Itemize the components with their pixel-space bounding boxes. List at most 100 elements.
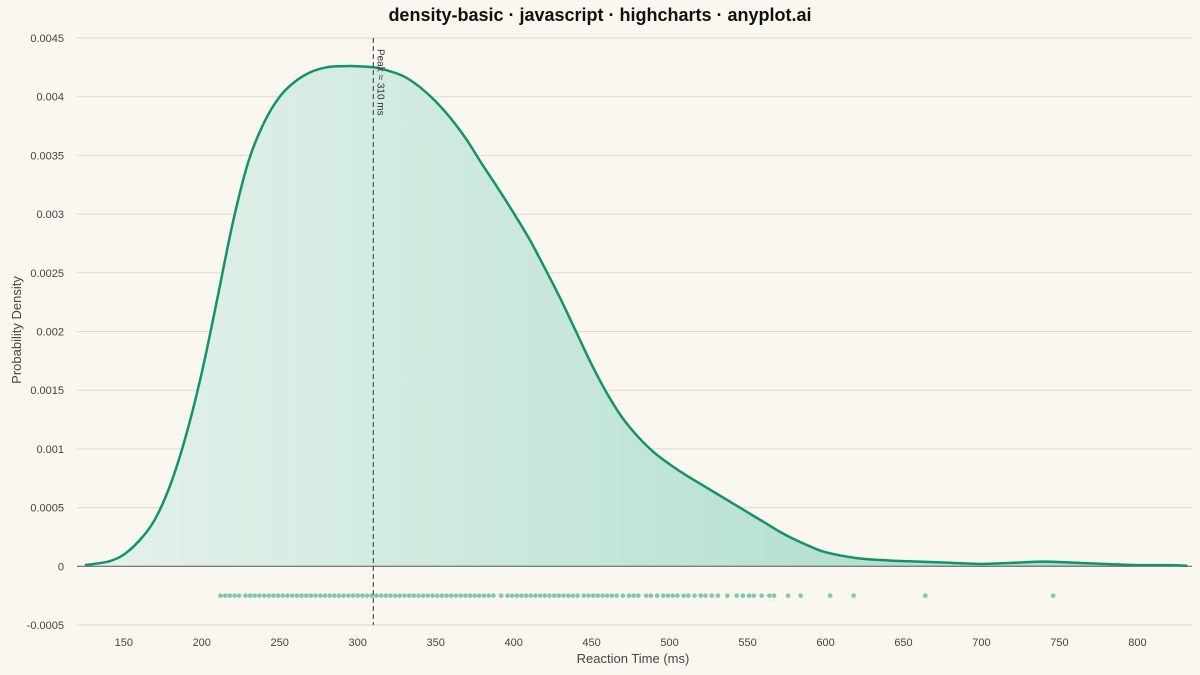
rug-points <box>218 593 1056 598</box>
rug-point <box>498 593 504 598</box>
rug-point <box>332 593 337 598</box>
rug-point <box>1050 593 1056 598</box>
rug-point <box>327 593 332 598</box>
rug-point <box>556 593 562 598</box>
x-axis-ticks: 150 200 250 300 350 400 450 500 550 600 650 700 750 8… <box>115 637 1147 649</box>
rug-point <box>467 593 473 598</box>
rug-point <box>703 593 708 598</box>
rug-point <box>709 593 714 598</box>
rug-point <box>505 593 510 598</box>
rug-point <box>477 593 482 598</box>
rug-point <box>519 593 524 598</box>
rug-point <box>406 593 412 598</box>
rug-point <box>486 593 491 598</box>
rug-point <box>581 593 587 598</box>
y-tick-label: 0.003 <box>36 209 64 221</box>
y-tick-label: 0.0015 <box>30 385 64 397</box>
rug-point <box>402 593 407 598</box>
rug-point <box>360 593 365 598</box>
rug-point <box>341 593 346 598</box>
rug-point <box>767 593 772 598</box>
rug-point <box>350 593 356 598</box>
rug-point <box>798 593 803 598</box>
rug-point <box>271 593 276 598</box>
rug-point <box>523 593 529 598</box>
rug-point <box>681 593 686 598</box>
y-tick-label: 0.002 <box>36 327 64 339</box>
rug-point <box>416 593 421 598</box>
rug-point <box>923 593 928 598</box>
rug-point <box>458 593 463 598</box>
rug-point <box>317 593 323 598</box>
rug-point <box>294 593 300 598</box>
y-axis-title: Probability Density <box>9 276 24 384</box>
rug-point <box>537 593 543 598</box>
rug-point <box>491 593 496 598</box>
rug-point <box>313 593 318 598</box>
rug-point <box>397 593 403 598</box>
x-tick-label: 350 <box>426 637 444 649</box>
rug-point <box>227 593 233 598</box>
rug-point <box>643 593 649 598</box>
y-tick-label: 0.001 <box>36 444 64 456</box>
rug-point <box>595 593 601 598</box>
rug-point <box>280 593 286 598</box>
rug-point <box>243 593 248 598</box>
rug-point <box>463 593 468 598</box>
rug-point <box>654 593 660 598</box>
rug-point <box>547 593 552 598</box>
rug-point <box>236 593 242 598</box>
x-tick-label: 150 <box>115 637 133 649</box>
rug-point <box>448 593 454 598</box>
rug-point <box>675 593 680 598</box>
x-tick-label: 700 <box>972 637 990 649</box>
rug-point <box>453 593 459 598</box>
rug-point <box>620 593 626 598</box>
rug-point <box>434 593 440 598</box>
rug-point <box>346 593 351 598</box>
x-axis-title: Reaction Time (ms) <box>577 651 690 666</box>
rug-point <box>285 593 290 598</box>
rug-point <box>509 593 515 598</box>
rug-point <box>724 593 730 598</box>
rug-point <box>692 593 697 598</box>
rug-point <box>590 593 596 598</box>
rug-point <box>289 593 295 598</box>
rug-point <box>257 593 262 598</box>
rug-point <box>308 593 314 598</box>
rug-point <box>740 593 746 598</box>
rug-point <box>614 593 619 598</box>
rug-point <box>570 593 576 598</box>
y-tick-label: 0.0025 <box>30 268 64 280</box>
rug-point <box>604 593 610 598</box>
y-tick-label: 0.004 <box>36 92 64 104</box>
y-axis-ticks: -0.0005 0 0.0005 0.001 0.0015 0.002 0.0025 0.00… <box>27 33 64 632</box>
rug-point <box>322 593 328 598</box>
x-tick-label: 600 <box>816 637 834 649</box>
y-tick-label: 0.0045 <box>30 33 64 45</box>
rug-point <box>686 593 691 598</box>
rug-point <box>247 593 253 598</box>
rug-point <box>444 593 449 598</box>
x-tick-label: 550 <box>738 637 756 649</box>
rug-point <box>275 593 281 598</box>
rug-point <box>528 593 534 598</box>
rug-point <box>222 593 228 598</box>
peak-label: Peak ≈ 310 ms <box>374 49 385 116</box>
x-tick-label: 300 <box>349 637 367 649</box>
rug-point <box>631 593 637 598</box>
x-tick-label: 200 <box>193 637 211 649</box>
rug-point <box>636 593 641 598</box>
rug-point <box>383 593 389 598</box>
rug-point <box>827 593 833 598</box>
rug-point <box>751 593 757 598</box>
x-tick-label: 800 <box>1128 637 1146 649</box>
x-tick-label: 400 <box>504 637 522 649</box>
rug-point <box>665 593 671 598</box>
rug-point <box>218 593 223 598</box>
rug-point <box>252 593 258 598</box>
y-tick-label: 0 <box>58 561 64 573</box>
chart-title: density-basic · javascript · highcharts … <box>388 5 811 25</box>
y-tick-label: 0.0005 <box>30 503 64 515</box>
